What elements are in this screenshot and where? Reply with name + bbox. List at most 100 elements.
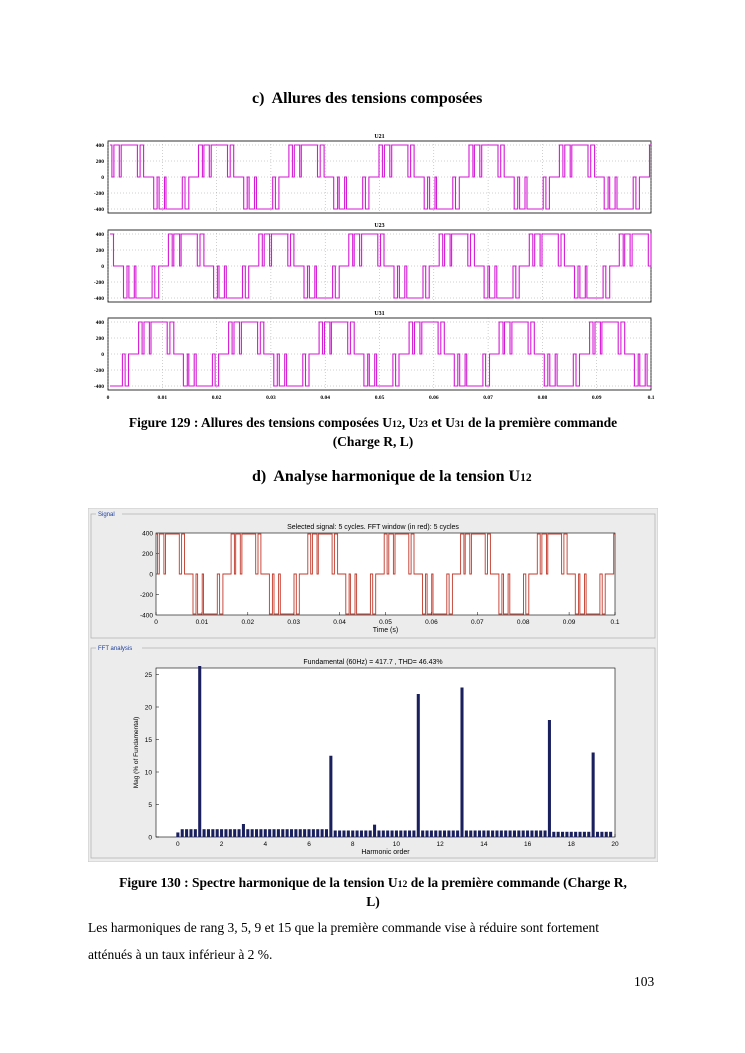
fft-bar xyxy=(320,829,324,837)
x-tick-label: 0 xyxy=(154,619,158,626)
fft-bar xyxy=(215,829,219,837)
x-tick-label: 0 xyxy=(176,841,180,848)
y-tick-label: -200 xyxy=(94,191,104,197)
fft-bar xyxy=(552,831,556,837)
figure-130-fft-window: Signal Selected signal: 5 cycles. FFT win… xyxy=(88,508,658,862)
fft-bar xyxy=(521,830,525,837)
x-tick-label: 0.03 xyxy=(266,395,276,401)
x-tick-label: 0.08 xyxy=(517,619,530,626)
fft-bar xyxy=(561,831,565,837)
fft-bar xyxy=(381,830,385,837)
y-tick-label: -400 xyxy=(94,207,104,213)
panel-border xyxy=(90,513,656,639)
x-axis-label: Harmonic order xyxy=(361,849,410,856)
fft-bar xyxy=(255,829,259,837)
fft-bar xyxy=(609,831,613,837)
x-tick-label: 14 xyxy=(480,841,488,848)
fft-bar xyxy=(412,830,416,837)
fft-bar xyxy=(185,829,189,837)
fft-bar xyxy=(368,830,372,837)
plot-title: U23 xyxy=(374,223,384,229)
fft-title: Fundamental (60Hz) = 417.7 , THD= 46.43% xyxy=(303,659,442,666)
y-tick-label: -400 xyxy=(140,613,153,620)
fft-bar xyxy=(373,824,377,837)
caption-text: et U xyxy=(427,415,455,430)
y-tick-label: 200 xyxy=(96,336,105,342)
signal-axes xyxy=(155,532,616,616)
y-tick-label: -200 xyxy=(94,280,104,286)
fft-bar xyxy=(438,830,442,837)
signal-waveform xyxy=(156,533,615,615)
fft-bar xyxy=(543,830,547,837)
fft-bar xyxy=(473,830,477,837)
y-tick-label: 0 xyxy=(101,175,104,181)
fft-bar xyxy=(294,829,298,837)
fft-bar xyxy=(595,831,600,837)
figure-130-caption: Figure 130 : Spectre harmonique de la te… xyxy=(88,874,658,910)
page-number: 103 xyxy=(634,974,655,989)
fft-bar xyxy=(281,829,285,837)
y-tick-label: -400 xyxy=(94,296,104,302)
waveform-line xyxy=(110,321,651,387)
fft-bar xyxy=(263,829,267,837)
fft-bar xyxy=(547,720,551,837)
fft-bar xyxy=(237,829,241,837)
x-tick-label: 12 xyxy=(437,841,445,848)
x-tick-label: 0.01 xyxy=(157,395,167,401)
fft-bar xyxy=(233,829,237,837)
x-tick-label: 0.03 xyxy=(287,619,300,626)
fft-bar xyxy=(416,694,420,837)
x-tick-label: 0.02 xyxy=(212,395,222,401)
x-tick-label: 10 xyxy=(393,841,401,848)
subscript: 12 xyxy=(392,419,402,430)
fft-bar xyxy=(451,830,455,837)
fft-bar xyxy=(495,830,499,837)
fft-bar xyxy=(508,830,512,837)
fft-bar xyxy=(587,831,591,837)
caption-line-2: L) xyxy=(366,894,380,909)
x-tick-label: 0.06 xyxy=(425,619,438,626)
figure-129-caption: Figure 129 : Allures des tensions compos… xyxy=(88,414,658,450)
x-tick-label: 6 xyxy=(307,841,311,848)
fft-bar xyxy=(285,829,289,837)
y-tick-label: 400 xyxy=(96,320,105,326)
fft-bar xyxy=(491,830,495,837)
fft-bar xyxy=(421,830,425,837)
fft-bar xyxy=(534,830,538,837)
fft-bar xyxy=(316,829,320,837)
fft-bar xyxy=(364,830,368,837)
x-axis-label: Time (s) xyxy=(373,627,398,634)
fft-bar xyxy=(425,830,429,837)
fft-bar xyxy=(250,829,254,837)
caption-text: Figure 130 : Spectre harmonique de la te… xyxy=(119,875,398,890)
caption-line-1: Figure 129 : Allures des tensions compos… xyxy=(88,414,658,433)
y-tick-label: -400 xyxy=(94,384,104,390)
y-tick-label: 0 xyxy=(101,264,104,270)
panel-label: FFT analysis xyxy=(98,646,132,652)
fft-bar xyxy=(346,830,350,837)
y-tick-label: 25 xyxy=(145,672,153,679)
y-tick-label: 10 xyxy=(145,770,153,777)
fft-bar xyxy=(338,830,342,837)
heading-marker: d) xyxy=(252,468,267,485)
waveform-plot-u23: U23 400 200 0 -200 -400 xyxy=(94,223,652,303)
fft-bar xyxy=(569,831,573,837)
y-tick-label: 200 xyxy=(142,551,153,558)
subscript: 23 xyxy=(418,419,428,430)
waveform-line xyxy=(110,144,651,210)
fft-bar xyxy=(324,829,329,837)
heading-marker: c) xyxy=(252,90,265,107)
x-tick-label: 0.07 xyxy=(483,395,493,401)
y-tick-label: 0 xyxy=(101,352,104,358)
body-paragraph: Les harmoniques de rang 3, 5, 9 et 15 qu… xyxy=(88,914,658,968)
fft-bar xyxy=(390,830,394,837)
fft-bar xyxy=(351,830,355,837)
fft-bar xyxy=(499,830,503,837)
fft-bar xyxy=(298,829,302,837)
fft-bar xyxy=(604,831,608,837)
fft-bar xyxy=(408,830,412,837)
fft-bar xyxy=(386,830,390,837)
fft-bar xyxy=(460,687,464,837)
x-tick-label: 8 xyxy=(351,841,355,848)
x-tick-label: 4 xyxy=(263,841,267,848)
